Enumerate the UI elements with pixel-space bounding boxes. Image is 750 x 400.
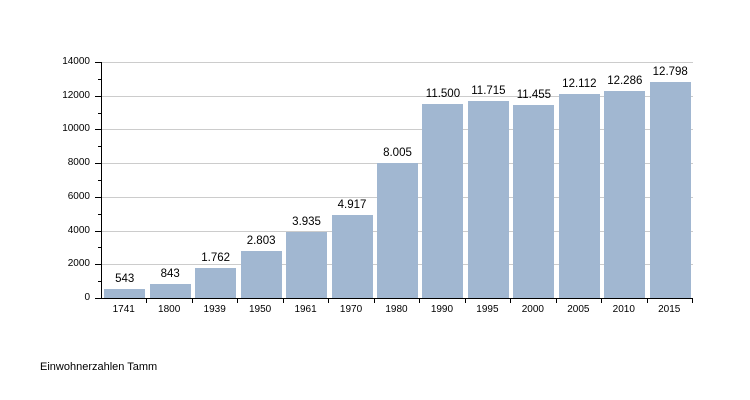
x-tick-label-1980: 1980 xyxy=(385,304,408,315)
x-tick-label-2015: 2015 xyxy=(658,304,681,315)
bar-1939 xyxy=(195,268,237,298)
x-tick-label-1990: 1990 xyxy=(430,304,454,315)
x-boundary-tick-8 xyxy=(464,299,466,303)
bar-1980 xyxy=(376,163,419,298)
chart-caption: Einwohnerzahlen Tamm xyxy=(40,361,158,373)
bar-value-label-2010: 12.286 xyxy=(607,74,643,87)
bar-value-label-2000: 11.455 xyxy=(516,88,552,101)
bar-value-label-2015: 12.798 xyxy=(652,66,688,79)
bar-value-label-1980: 8.005 xyxy=(383,147,412,160)
x-tick-label-2010: 2010 xyxy=(612,304,635,315)
y-major-tick-2000 xyxy=(95,264,101,266)
y-tick-label-12000: 12000 xyxy=(62,89,90,101)
x-boundary-tick-11 xyxy=(601,299,603,303)
bar-value-label-1741: 543 xyxy=(115,272,135,285)
y-minor-tick-11000 xyxy=(98,112,101,114)
y-minor-tick-5000 xyxy=(98,213,101,215)
bar-1995 xyxy=(467,100,509,298)
x-tick-label-1939: 1939 xyxy=(203,304,226,315)
bar-2005 xyxy=(558,93,600,298)
y-tick-label-2000: 2000 xyxy=(67,258,90,270)
x-tick-label-1950: 1950 xyxy=(248,304,272,315)
y-major-tick-4000 xyxy=(95,230,101,232)
gridline-12000 xyxy=(102,95,693,97)
y-major-tick-6000 xyxy=(95,196,101,198)
bar-value-label-1800: 843 xyxy=(160,267,180,280)
x-boundary-tick-4 xyxy=(282,299,284,303)
y-major-tick-14000 xyxy=(95,62,101,63)
x-boundary-tick-6 xyxy=(373,299,375,303)
y-major-tick-8000 xyxy=(95,163,101,165)
y-major-tick-10000 xyxy=(95,129,101,131)
x-boundary-tick-3 xyxy=(237,299,239,303)
y-tick-label-10000: 10000 xyxy=(62,123,90,135)
x-boundary-tick-10 xyxy=(555,299,557,303)
y-tick-label-14000: 14000 xyxy=(62,56,90,67)
x-tick-label-2005: 2005 xyxy=(567,304,590,315)
x-tick-label-1995: 1995 xyxy=(476,304,499,315)
gridline-14000 xyxy=(102,62,693,63)
plot-area: 543 843 1.762 2.803 3.935 4.917 8.005 11.500 11.… xyxy=(101,62,693,299)
y-tick-label-4000: 4000 xyxy=(67,224,90,236)
bar-1950 xyxy=(240,250,282,298)
x-boundary-tick-7 xyxy=(419,299,421,303)
gridline-10000 xyxy=(102,129,693,131)
x-boundary-tick-13 xyxy=(692,299,693,303)
x-tick-label-1970: 1970 xyxy=(339,304,363,315)
y-tick-label-6000: 6000 xyxy=(67,190,90,202)
x-boundary-tick-12 xyxy=(646,299,648,303)
bar-value-label-1961: 3.935 xyxy=(292,215,321,228)
y-minor-tick-3000 xyxy=(98,247,101,249)
x-tick-label-2000: 2000 xyxy=(521,304,544,315)
bar-value-label-1995: 11.715 xyxy=(471,84,506,97)
x-tick-label-1961: 1961 xyxy=(294,304,317,315)
x-boundary-tick-5 xyxy=(328,299,330,303)
y-minor-tick-9000 xyxy=(98,146,101,148)
y-minor-tick-7000 xyxy=(98,180,101,181)
x-tick-label-1800: 1800 xyxy=(158,304,181,315)
y-tick-label-8000: 8000 xyxy=(67,157,90,169)
bar-2010 xyxy=(604,90,646,298)
y-major-tick-12000 xyxy=(95,95,101,97)
bar-1961 xyxy=(286,231,328,298)
bar-value-label-1970: 4.917 xyxy=(337,199,367,212)
bar-value-label-1950: 2.803 xyxy=(246,234,276,247)
x-tick-label-1741: 1741 xyxy=(112,304,135,315)
bar-value-label-2005: 12.112 xyxy=(562,77,597,90)
x-boundary-tick-2 xyxy=(191,299,193,303)
y-major-tick-0 xyxy=(95,298,101,299)
x-boundary-tick-9 xyxy=(510,299,512,303)
bar-1800 xyxy=(149,283,191,298)
bar-2015 xyxy=(649,82,691,298)
x-boundary-tick-1 xyxy=(146,299,148,303)
bar-value-label-1939: 1.762 xyxy=(201,252,231,265)
bar-2000 xyxy=(513,104,555,298)
y-minor-tick-13000 xyxy=(98,78,101,80)
y-tick-label-0: 0 xyxy=(84,292,90,303)
bar-value-label-1990: 11.500 xyxy=(425,88,461,101)
bar-1970 xyxy=(331,215,373,298)
y-minor-tick-1000 xyxy=(98,281,101,283)
bar-1990 xyxy=(422,104,464,298)
bar-1741 xyxy=(104,288,146,298)
